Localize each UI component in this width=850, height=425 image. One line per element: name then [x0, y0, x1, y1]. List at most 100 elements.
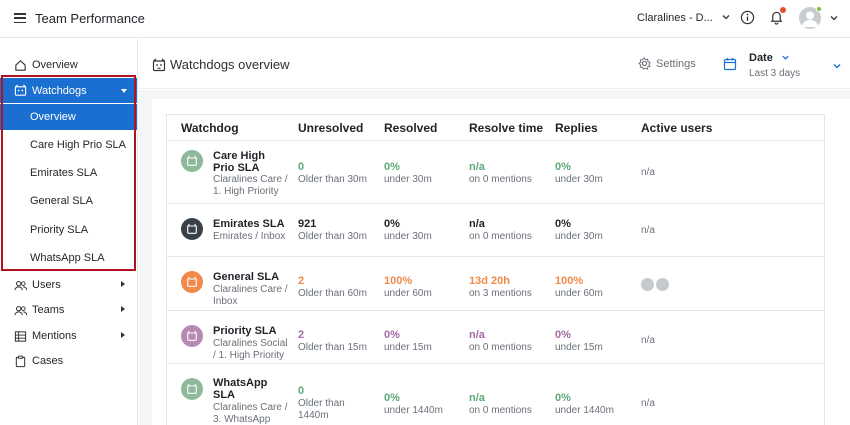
sidebar-item-label: Cases	[32, 355, 64, 367]
user-icon	[802, 11, 818, 27]
sidebar: Overview Watchdogs Overview Care High Pr…	[0, 39, 138, 425]
resolved-value: 0%	[384, 161, 400, 173]
replies-sub: under 30m	[555, 174, 603, 185]
watchdog-icon	[187, 276, 197, 287]
sidebar-subitem-general-sla[interactable]: General SLA	[30, 195, 93, 207]
watchdog-avatar	[181, 218, 203, 240]
replies-sub: under 60m	[555, 288, 603, 299]
sidebar-item-mentions[interactable]: Mentions	[0, 325, 137, 347]
column-header-resolve-time[interactable]: Resolve time	[469, 121, 544, 135]
unresolved-sub: Older than 1440m	[298, 398, 345, 421]
sidebar-item-watchdogs[interactable]: Watchdogs	[0, 78, 137, 103]
watchdog-source: Claralines Care / 1. High Priority	[213, 174, 288, 197]
watchdog-name[interactable]: WhatsApp SLA	[213, 377, 268, 401]
unresolved-sub: Older than 30m	[298, 174, 367, 185]
watchdog-icon	[14, 84, 27, 96]
caret-right-icon	[121, 281, 125, 287]
page-title: Watchdogs overview	[170, 57, 290, 72]
main-header: Watchdogs overview Settings Date Last 3 …	[139, 39, 850, 89]
column-header-watchdog[interactable]: Watchdog	[181, 121, 239, 135]
sidebar-subitem-care-high-prio-sla[interactable]: Care High Prio SLA	[30, 139, 126, 151]
chevron-down-icon[interactable]	[829, 13, 839, 23]
watchdog-name[interactable]: General SLA	[213, 271, 280, 283]
avatar[interactable]	[656, 278, 669, 291]
sidebar-item-cases[interactable]: Cases	[0, 350, 137, 372]
app-title: Team Performance	[35, 11, 145, 26]
gear-icon	[638, 57, 651, 70]
resolved-sub: under 30m	[384, 231, 432, 242]
resolve-time-sub: on 0 mentions	[469, 342, 532, 353]
watchdog-name[interactable]: Priority SLA	[213, 325, 277, 337]
avatar[interactable]	[799, 7, 821, 29]
menu-icon[interactable]	[14, 13, 26, 24]
sidebar-subitem-emirates-sla[interactable]: Emirates SLA	[30, 167, 98, 179]
resolve-time-sub: on 3 mentions	[469, 288, 532, 299]
avatar[interactable]	[641, 278, 654, 291]
replies-sub: under 1440m	[555, 405, 614, 416]
table-row[interactable]: Care High Prio SLA Claralines Care / 1. …	[167, 140, 824, 197]
resolve-time-value: n/a	[469, 161, 485, 173]
replies-sub: under 15m	[555, 342, 603, 353]
info-icon[interactable]	[740, 10, 755, 25]
resolved-value: 0%	[384, 329, 400, 341]
replies-value: 0%	[555, 218, 571, 230]
online-status-dot	[816, 6, 822, 12]
resolved-sub: under 1440m	[384, 405, 443, 416]
replies-value: 0%	[555, 329, 571, 341]
teams-icon	[14, 305, 27, 315]
watchdog-name[interactable]: Care High Prio SLA	[213, 150, 265, 174]
notification-badge	[780, 7, 786, 13]
resolved-sub: under 60m	[384, 288, 432, 299]
sidebar-item-overview[interactable]: Overview	[0, 54, 137, 76]
chevron-down-icon[interactable]	[781, 53, 790, 62]
cases-icon	[15, 355, 26, 367]
column-header-resolved[interactable]: Resolved	[384, 121, 438, 135]
top-bar: Team Performance Claralines - D...	[0, 0, 850, 38]
watchdog-icon	[187, 383, 197, 394]
settings-button[interactable]: Settings	[638, 57, 696, 70]
table-row[interactable]: Priority SLA Claralines Social / 1. High…	[167, 310, 824, 363]
chevron-down-icon[interactable]	[721, 12, 731, 22]
chevron-down-icon[interactable]	[832, 61, 842, 71]
date-range-value: Last 3 days	[749, 68, 801, 79]
resolve-time-value: n/a	[469, 392, 485, 404]
home-icon	[15, 59, 26, 71]
sidebar-item-label: Overview	[32, 59, 78, 71]
unresolved-value: 921	[298, 218, 317, 230]
bell-icon[interactable]	[769, 9, 784, 25]
resolved-sub: under 30m	[384, 174, 432, 185]
watchdog-name[interactable]: Emirates SLA	[213, 218, 285, 230]
caret-down-icon	[121, 89, 127, 93]
column-header-active-users[interactable]: Active users	[641, 121, 713, 135]
users-icon	[14, 280, 27, 290]
resolved-value: 100%	[384, 275, 413, 287]
resolve-time-sub: on 0 mentions	[469, 174, 532, 185]
unresolved-sub: Older than 15m	[298, 342, 367, 353]
caret-right-icon	[121, 306, 125, 312]
date-filter-label[interactable]: Date	[749, 52, 773, 64]
watchdog-source: Claralines Social / 1. High Priority	[213, 338, 288, 361]
sidebar-item-users[interactable]: Users	[0, 274, 137, 296]
resolve-time-value: n/a	[469, 329, 485, 341]
watchdog-icon	[187, 330, 197, 341]
resolved-value: 0%	[384, 218, 400, 230]
sidebar-item-label: Teams	[32, 304, 65, 316]
sidebar-item-label: Watchdogs	[32, 84, 87, 97]
table-row[interactable]: WhatsApp SLA Claralines Care / 3. WhatsA…	[167, 363, 824, 425]
column-header-replies[interactable]: Replies	[555, 121, 598, 135]
sidebar-item-teams[interactable]: Teams	[0, 299, 137, 321]
sidebar-item-label: Users	[32, 279, 61, 291]
account-selector[interactable]: Claralines - D...	[637, 12, 713, 24]
watchdog-avatar	[181, 150, 203, 172]
table-row[interactable]: General SLA Claralines Care / Inbox 2 Ol…	[167, 256, 824, 309]
active-users-value: n/a	[641, 335, 655, 346]
caret-right-icon	[121, 332, 125, 338]
table-row[interactable]: Emirates SLA Emirates / Inbox 921 Older …	[167, 203, 824, 256]
sidebar-subitem-priority-sla[interactable]: Priority SLA	[30, 224, 89, 236]
calendar-icon[interactable]	[723, 57, 737, 71]
main-content: Watchdog Unresolved Resolved Resolve tim…	[139, 90, 850, 425]
resolve-time-sub: on 0 mentions	[469, 231, 532, 242]
sidebar-subitem-overview[interactable]: Overview	[0, 104, 137, 130]
sidebar-subitem-whatsapp-sla[interactable]: WhatsApp SLA	[30, 252, 105, 264]
column-header-unresolved[interactable]: Unresolved	[298, 121, 364, 135]
